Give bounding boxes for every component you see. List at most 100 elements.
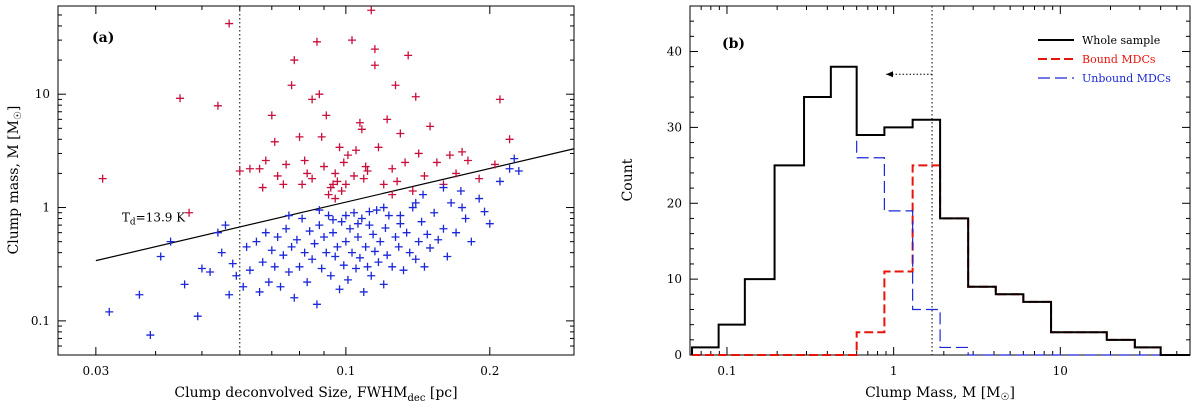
data-point xyxy=(324,190,333,199)
data-point xyxy=(98,174,107,183)
data-point xyxy=(261,228,270,237)
data-point xyxy=(495,177,504,186)
legend-label: Bound MDCs xyxy=(1082,53,1156,66)
data-point xyxy=(270,262,279,271)
data-point xyxy=(279,251,288,260)
data-point xyxy=(420,171,429,180)
data-point xyxy=(242,242,251,251)
data-point xyxy=(391,81,400,90)
data-point xyxy=(310,239,319,248)
histogram-whole-sample xyxy=(691,65,1190,356)
legend-label: Whole sample xyxy=(1082,34,1160,47)
panel-b-x-axis-title: Clump Mass, M [M☉] xyxy=(865,385,1015,403)
data-point xyxy=(370,45,379,54)
y-tick-label: 10 xyxy=(667,272,682,286)
data-point xyxy=(490,160,499,169)
y-tick-label: 20 xyxy=(667,196,682,210)
panel-a-scatter: 0.03 0.1 0.2 0.1 1 10 (a) Td=13.9 K Clump dec… xyxy=(6,5,575,404)
data-point xyxy=(463,156,472,165)
data-point xyxy=(261,156,270,165)
data-point xyxy=(383,251,392,260)
temperature-annotation: Td=13.9 K xyxy=(122,211,186,228)
data-point xyxy=(273,171,282,180)
data-point xyxy=(359,287,368,296)
data-point xyxy=(333,242,342,251)
data-point xyxy=(396,219,405,228)
data-point xyxy=(359,174,368,183)
data-point xyxy=(345,224,354,233)
data-point xyxy=(341,237,350,246)
data-point xyxy=(295,132,304,141)
x-tick-label: 1 xyxy=(890,364,898,378)
data-point xyxy=(365,221,374,230)
panel-a-x-title-unit: [pc] xyxy=(425,385,457,401)
data-point xyxy=(319,162,328,171)
data-point xyxy=(324,211,333,220)
data-point xyxy=(337,186,346,195)
data-point xyxy=(206,267,215,276)
data-point xyxy=(267,111,276,120)
data-point xyxy=(290,293,299,302)
data-point xyxy=(287,81,296,90)
data-point xyxy=(475,194,484,203)
data-point xyxy=(408,203,417,212)
data-point xyxy=(376,237,385,246)
x-tick-label: 0.1 xyxy=(336,364,355,378)
data-point xyxy=(357,214,366,223)
data-point xyxy=(279,180,288,189)
data-point xyxy=(258,183,267,192)
data-point xyxy=(367,6,376,15)
data-point xyxy=(408,186,417,195)
data-point xyxy=(399,266,408,275)
data-point xyxy=(434,235,443,244)
data-point xyxy=(341,211,350,220)
data-point xyxy=(514,167,523,176)
data-point xyxy=(331,194,340,203)
y-tick-label: 30 xyxy=(667,120,682,134)
data-point xyxy=(303,169,312,178)
panel-a-y-title-close: ] xyxy=(6,106,22,111)
data-point xyxy=(270,137,279,146)
arrow-head xyxy=(886,71,894,78)
data-point xyxy=(333,177,342,186)
data-point xyxy=(146,331,155,340)
data-point xyxy=(255,164,264,173)
data-point xyxy=(411,198,420,207)
data-point xyxy=(343,275,352,284)
data-point xyxy=(417,217,426,226)
panel-b-y-axis-title: Count xyxy=(620,158,636,201)
data-point xyxy=(315,206,324,215)
data-point xyxy=(339,158,348,167)
data-point xyxy=(292,235,301,244)
data-point xyxy=(480,207,489,216)
data-point xyxy=(308,174,317,183)
panel-b-x-title-main: Clump Mass, M [M xyxy=(865,385,1000,401)
data-point xyxy=(329,215,338,224)
data-point xyxy=(258,258,267,267)
data-point xyxy=(225,290,234,299)
data-point xyxy=(495,95,504,104)
legend: Whole sample Bound MDCs Unbound MDCs xyxy=(1038,34,1171,85)
data-point xyxy=(443,252,452,261)
data-point xyxy=(388,190,397,199)
data-point xyxy=(365,207,374,216)
data-point xyxy=(185,208,194,217)
data-point xyxy=(335,285,344,294)
data-point xyxy=(458,203,467,212)
data-point xyxy=(225,19,234,28)
data-point xyxy=(329,228,338,237)
data-point xyxy=(402,228,411,237)
data-point xyxy=(458,147,467,156)
data-point xyxy=(419,190,428,199)
data-point xyxy=(322,248,331,257)
data-point xyxy=(432,158,441,167)
data-point xyxy=(331,169,340,178)
data-point xyxy=(348,248,357,257)
data-point xyxy=(317,264,326,273)
data-point xyxy=(430,208,439,217)
data-point xyxy=(388,262,397,271)
bound-points xyxy=(98,6,514,217)
panel-a-x-title-sub: dec xyxy=(408,393,426,404)
data-point xyxy=(361,162,370,171)
data-point xyxy=(396,211,405,220)
